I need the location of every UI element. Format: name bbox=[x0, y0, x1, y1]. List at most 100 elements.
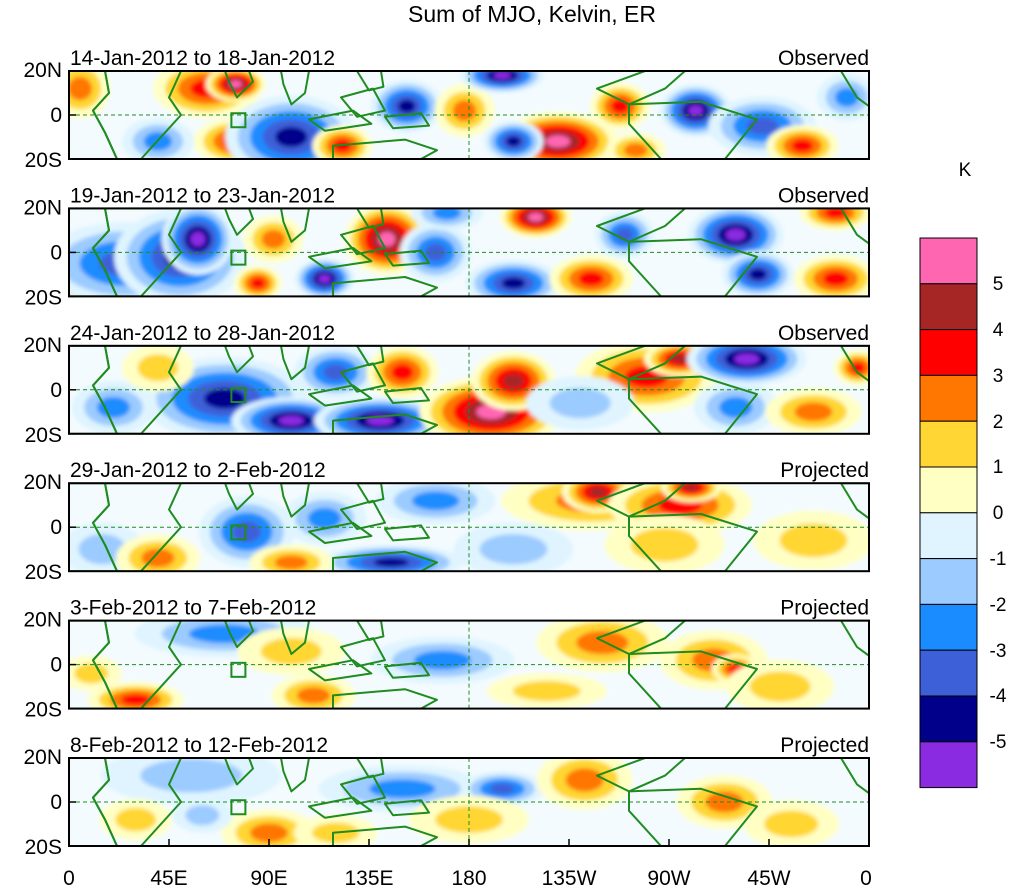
coastline bbox=[840, 758, 869, 795]
coastline bbox=[356, 758, 385, 779]
map-panel: 20N 0 20S 24-Jan-2012 to 28-Jan-2012 Observe… bbox=[23, 322, 870, 447]
y-tick-label: 0 bbox=[50, 791, 62, 814]
coastline bbox=[840, 483, 869, 520]
anomaly-contour bbox=[140, 758, 243, 793]
coastline bbox=[340, 225, 386, 256]
y-tick-label: 20S bbox=[25, 699, 62, 722]
colorbar-level-label: -3 bbox=[990, 641, 1007, 662]
anomaly-contour bbox=[749, 268, 767, 281]
anomaly-contour bbox=[74, 663, 109, 684]
coastline bbox=[280, 758, 310, 793]
coastline bbox=[384, 799, 430, 817]
anomaly-contour bbox=[369, 779, 436, 799]
anomaly-contour bbox=[501, 277, 526, 290]
coastline bbox=[356, 483, 385, 504]
coastline bbox=[840, 71, 869, 108]
colorbar-level-label: -5 bbox=[990, 732, 1007, 753]
coastline bbox=[596, 483, 686, 518]
coastline bbox=[628, 100, 758, 159]
region-box bbox=[230, 661, 247, 678]
anomaly-contour bbox=[275, 126, 308, 148]
panel-field bbox=[69, 620, 869, 709]
anomaly-contour bbox=[96, 396, 130, 418]
coastline bbox=[224, 758, 254, 786]
anomaly-contour bbox=[734, 353, 760, 365]
anomaly-contour bbox=[683, 483, 699, 492]
coastline bbox=[628, 238, 758, 297]
anomaly-contour bbox=[671, 354, 689, 364]
anomaly-contour bbox=[397, 99, 416, 113]
panel-status-label: Projected bbox=[780, 734, 869, 757]
region-box bbox=[230, 387, 247, 404]
region-box bbox=[230, 524, 247, 541]
colorbar-swatch bbox=[919, 741, 978, 789]
colorbar-swatch bbox=[919, 466, 978, 514]
y-tick-label: 0 bbox=[50, 516, 62, 539]
x-tick-label: 135E bbox=[344, 867, 393, 889]
coastline bbox=[384, 112, 430, 130]
anomaly-contour bbox=[432, 208, 461, 220]
coastline bbox=[92, 208, 182, 297]
map-panel: 20N 0 20S 29-Jan-2012 to 2-Feb-2012 Projecte… bbox=[23, 459, 870, 584]
coastline bbox=[340, 637, 386, 668]
anomaly-contour bbox=[705, 791, 744, 813]
coastline bbox=[280, 71, 310, 106]
anomaly-contour bbox=[719, 396, 753, 418]
y-tick-label: 20N bbox=[23, 746, 62, 769]
anomaly-contour bbox=[549, 387, 611, 419]
anomaly-contour bbox=[545, 135, 571, 148]
coastline bbox=[628, 375, 758, 434]
colorbar-swatch bbox=[919, 649, 978, 697]
anomaly-contour bbox=[512, 680, 581, 702]
coastline bbox=[332, 825, 438, 846]
y-tick-label: 0 bbox=[50, 241, 62, 264]
anomaly-contour bbox=[493, 71, 512, 80]
anomaly-contour bbox=[822, 271, 849, 286]
map-panel: 20N 0 20S 3-Feb-2012 to 7-Feb-2012 Projected bbox=[23, 597, 870, 722]
colorbar-swatch bbox=[919, 558, 978, 605]
x-tick-label: 45W bbox=[747, 867, 790, 889]
coastline bbox=[384, 249, 430, 267]
anomaly-contour bbox=[115, 807, 157, 832]
anomaly-contour bbox=[412, 491, 460, 511]
panel-field bbox=[69, 71, 869, 159]
anomaly-contour bbox=[452, 100, 477, 122]
coastline bbox=[308, 659, 373, 682]
x-tick-label: 90W bbox=[647, 867, 690, 889]
panel-status-label: Projected bbox=[780, 459, 869, 482]
colorbar-unit: K bbox=[959, 160, 972, 181]
region-box bbox=[230, 112, 247, 129]
coastline bbox=[596, 758, 686, 793]
coastline bbox=[332, 550, 438, 572]
y-tick-label: 20N bbox=[23, 334, 62, 357]
anomaly-contour bbox=[578, 271, 604, 286]
coastline bbox=[224, 71, 254, 99]
colorbar-level-label: -4 bbox=[990, 686, 1007, 707]
coastline bbox=[308, 247, 373, 270]
anomaly-contour bbox=[503, 373, 524, 389]
colorbar-level-label: 3 bbox=[993, 366, 1004, 387]
anomaly-contour bbox=[489, 783, 516, 795]
coastline bbox=[628, 650, 758, 709]
colorbar-swatch bbox=[919, 283, 978, 331]
colorbar-level-label: -1 bbox=[990, 549, 1007, 570]
colorbar-level-label: 0 bbox=[993, 503, 1004, 524]
anomaly-contour bbox=[318, 274, 331, 284]
anomaly-contour bbox=[250, 277, 266, 289]
region-box bbox=[230, 249, 247, 266]
colorbar-swatch bbox=[919, 237, 978, 285]
anomaly-contour bbox=[278, 415, 304, 426]
anomaly-contour bbox=[137, 354, 179, 382]
anomaly-contour bbox=[250, 823, 288, 843]
map-panel: 20N 0 20S 19-Jan-2012 to 23-Jan-2012 Observe… bbox=[23, 184, 870, 309]
coastline bbox=[332, 276, 438, 297]
map-panel: 20N 0 20S 14-Jan-2012 to 18-Jan-2012 Observe… bbox=[23, 47, 870, 172]
anomaly-contour bbox=[190, 231, 206, 247]
panel-field bbox=[69, 345, 869, 434]
colorbar-swatch bbox=[919, 420, 978, 468]
map-panels: 20N 0 20S 14-Jan-2012 to 18-Jan-2012 Observe… bbox=[23, 47, 870, 859]
anomaly-contour bbox=[850, 362, 866, 374]
y-tick-label: 20S bbox=[25, 149, 62, 172]
y-tick-label: 20N bbox=[23, 609, 62, 632]
anomaly-contour bbox=[121, 694, 151, 706]
